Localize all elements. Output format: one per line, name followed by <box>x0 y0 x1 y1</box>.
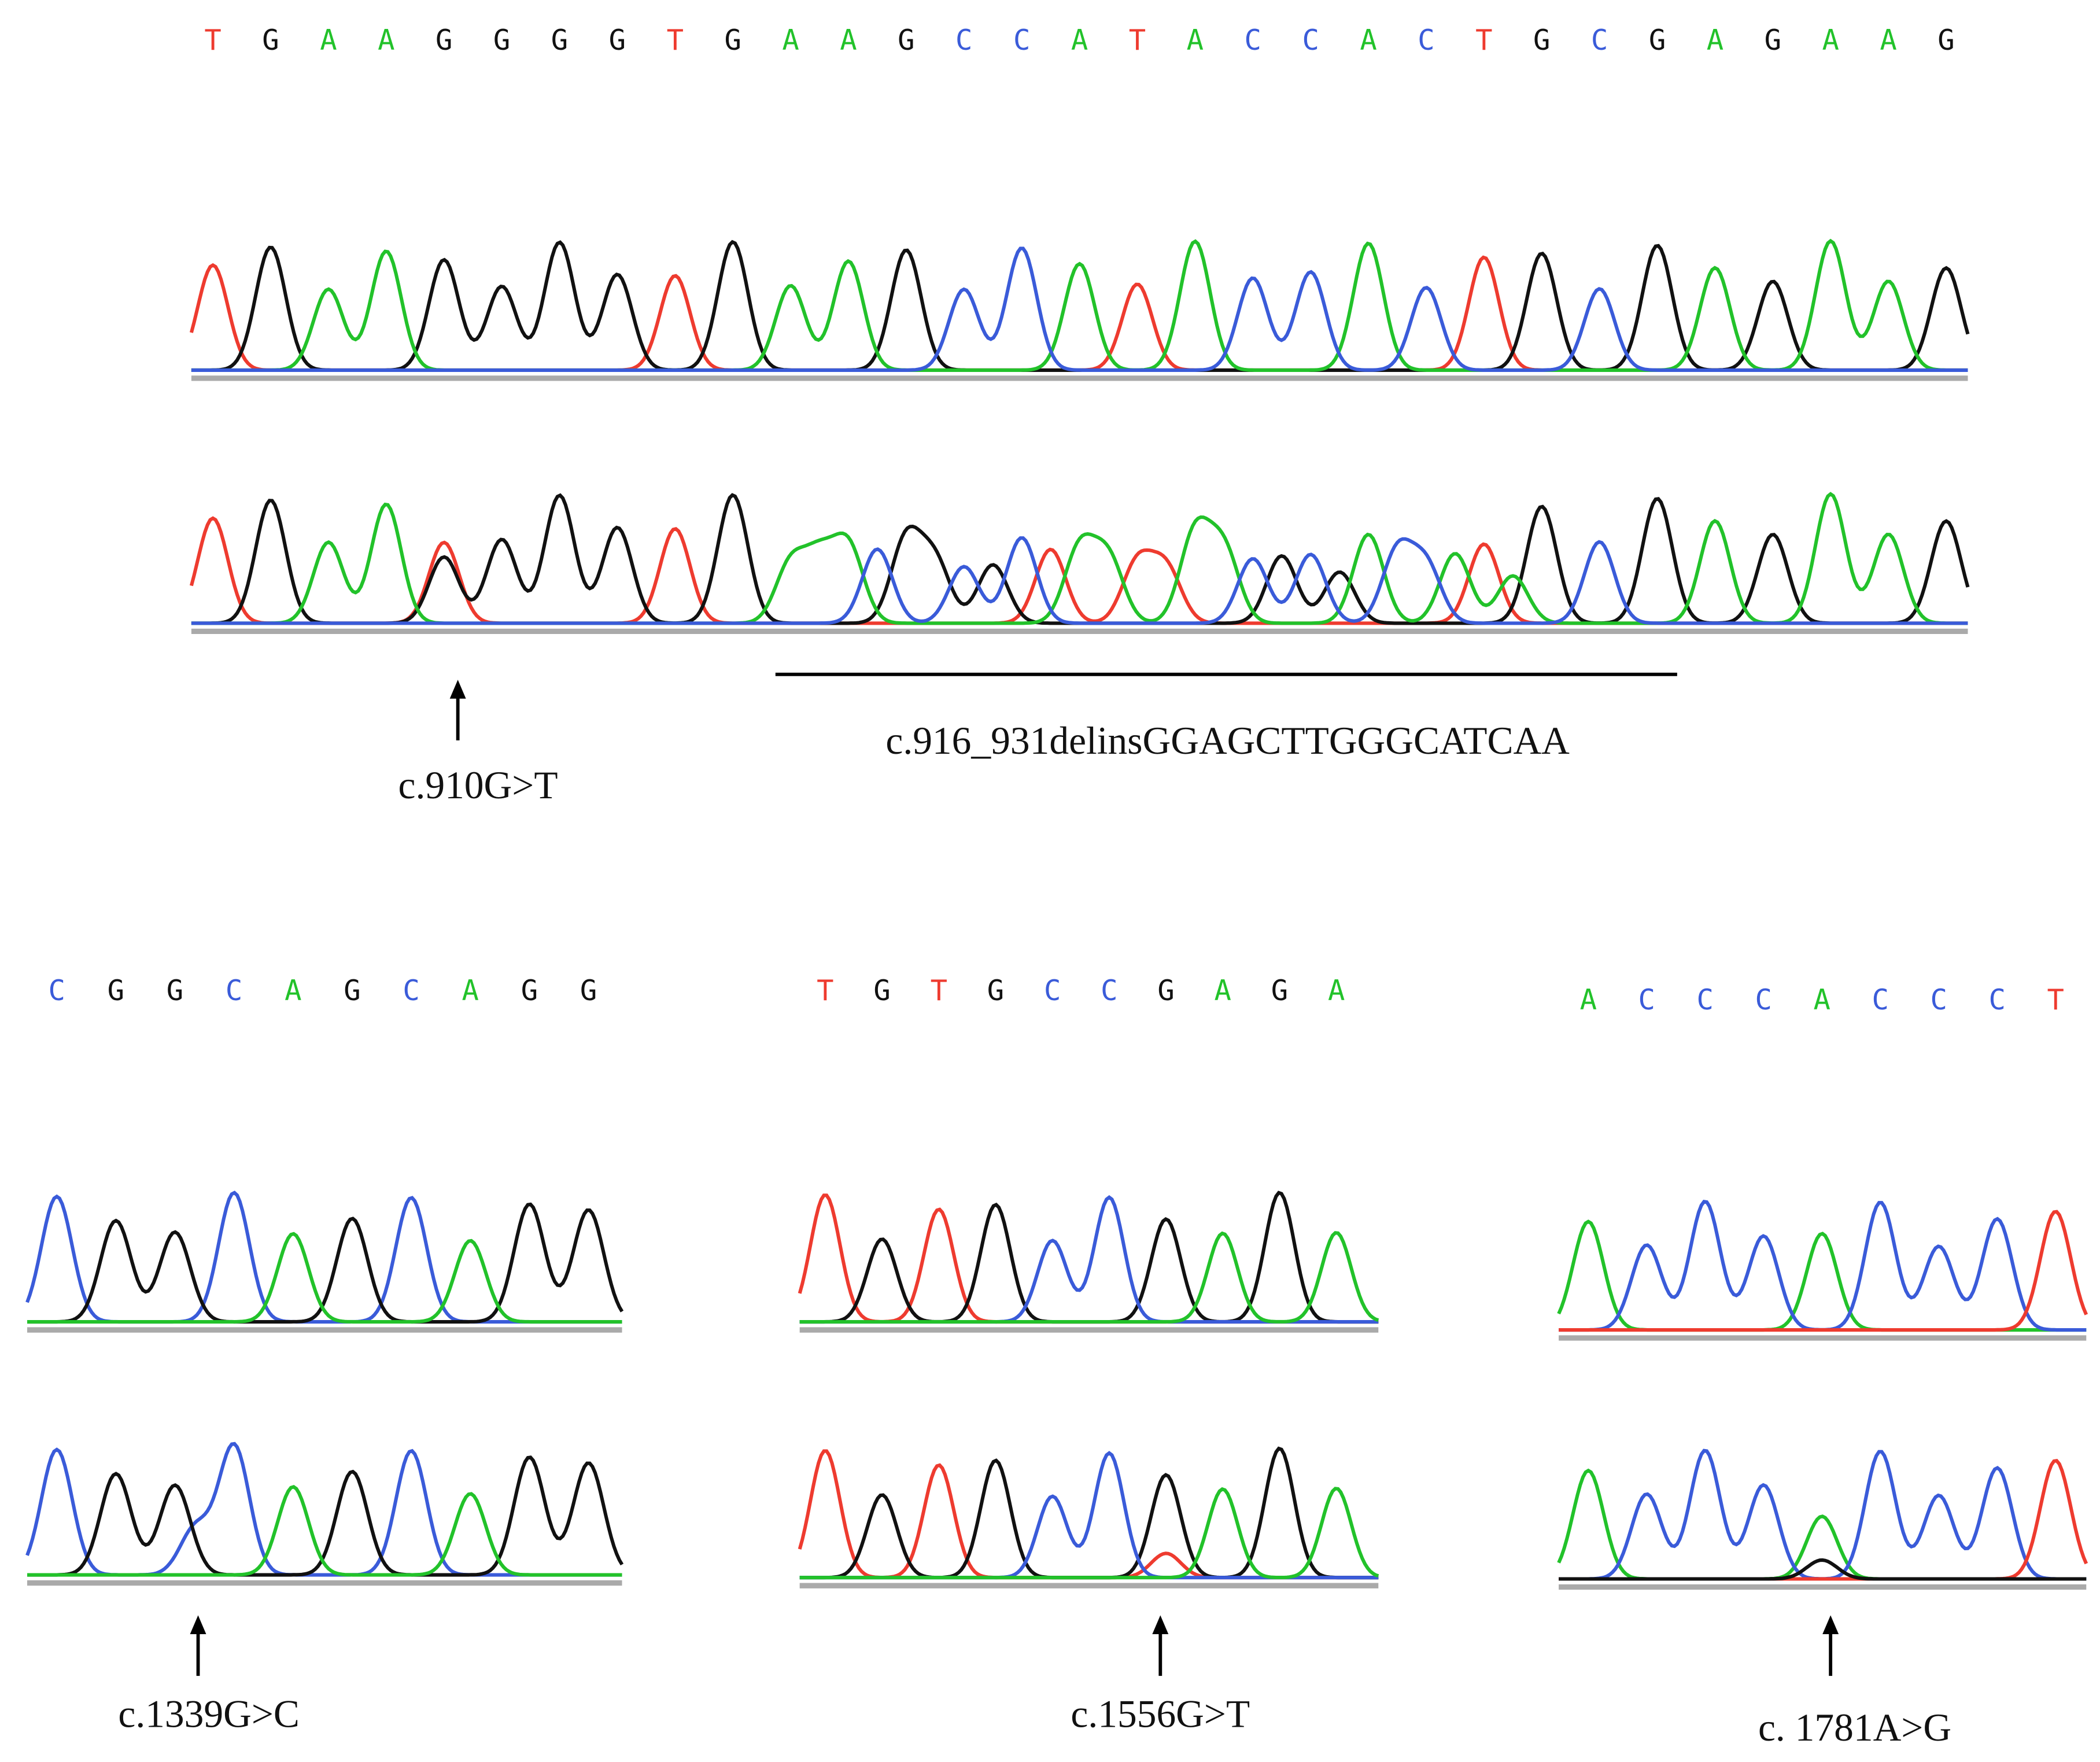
base-call: A <box>285 974 301 1007</box>
base-call: C <box>1418 24 1434 57</box>
base-call: G <box>609 24 626 57</box>
base-call: C <box>403 974 419 1007</box>
base-call: G <box>1271 974 1288 1007</box>
base-call: A <box>1822 24 1839 57</box>
trace <box>27 1202 624 1324</box>
base-call: G <box>1765 24 1781 57</box>
arrow-head <box>449 680 466 699</box>
base-call: C <box>1591 24 1608 57</box>
base-call: G <box>1533 24 1550 57</box>
trace <box>1559 1558 2087 1581</box>
arrow-head <box>1152 1615 1169 1634</box>
mutation-label: c.910G>T <box>398 764 558 807</box>
base-call: G <box>493 24 510 57</box>
base-call: G <box>1649 24 1666 57</box>
base-call: C <box>955 24 972 57</box>
base-call: A <box>1071 24 1088 57</box>
base-call: C <box>1697 983 1714 1016</box>
base-call: A <box>1187 24 1204 57</box>
base-call: A <box>1328 974 1345 1007</box>
base-call: G <box>521 974 538 1007</box>
base-call: C <box>1989 983 2006 1016</box>
trace <box>1559 1210 2088 1332</box>
base-call: G <box>580 974 597 1007</box>
base-call: G <box>873 974 890 1007</box>
arrow-head <box>1822 1615 1839 1634</box>
base-call: A <box>320 24 337 57</box>
base-call: A <box>1580 983 1597 1016</box>
base-call: T <box>931 974 947 1007</box>
mutation-label: c.916_931delinsGGAGCTTGGGCATCAA <box>885 719 1570 762</box>
base-call: C <box>226 974 242 1007</box>
base-call: G <box>167 974 183 1007</box>
base-call: G <box>108 974 124 1007</box>
base-call: A <box>1360 24 1376 57</box>
trace <box>799 1231 1379 1324</box>
base-call: C <box>1013 24 1030 57</box>
base-call: C <box>1302 24 1319 57</box>
trace <box>27 1485 622 1577</box>
trace <box>27 1455 624 1577</box>
base-call: A <box>840 24 857 57</box>
trace <box>191 536 1968 625</box>
trace <box>191 246 1968 372</box>
base-call: A <box>1215 974 1231 1007</box>
mutation-label: c. 1781A>G <box>1758 1706 1951 1749</box>
base-call: T <box>1475 24 1492 57</box>
base-call: G <box>724 24 741 57</box>
base-call: C <box>1755 983 1772 1016</box>
base-call: C <box>1931 983 1947 1016</box>
base-call: C <box>1044 974 1061 1007</box>
base-call: C <box>1245 24 1261 57</box>
mutation-label: c.1339G>C <box>118 1692 300 1735</box>
base-call: C <box>1638 983 1655 1016</box>
base-call: C <box>1872 983 1889 1016</box>
base-call: G <box>1937 24 1954 57</box>
base-call: T <box>667 24 684 57</box>
base-call: T <box>817 974 833 1007</box>
base-call: A <box>462 974 479 1007</box>
base-call: A <box>1814 983 1830 1016</box>
base-call: A <box>1707 24 1723 57</box>
base-call: C <box>48 974 65 1007</box>
base-call: G <box>987 974 1004 1007</box>
base-call: G <box>262 24 279 57</box>
base-call: A <box>782 24 799 57</box>
base-call: C <box>1101 974 1117 1007</box>
mutation-label: c.1556G>T <box>1071 1692 1250 1735</box>
base-call: T <box>1129 24 1146 57</box>
base-call: G <box>551 24 568 57</box>
trace <box>27 1232 622 1324</box>
base-call: T <box>2047 983 2064 1016</box>
base-call: G <box>344 974 360 1007</box>
base-call: A <box>378 24 394 57</box>
trace <box>799 1487 1379 1580</box>
base-call: G <box>1157 974 1174 1007</box>
arrow-head <box>190 1615 206 1634</box>
base-call: A <box>1880 24 1896 57</box>
base-call: G <box>435 24 452 57</box>
base-call: T <box>204 24 221 57</box>
base-call: G <box>898 24 914 57</box>
